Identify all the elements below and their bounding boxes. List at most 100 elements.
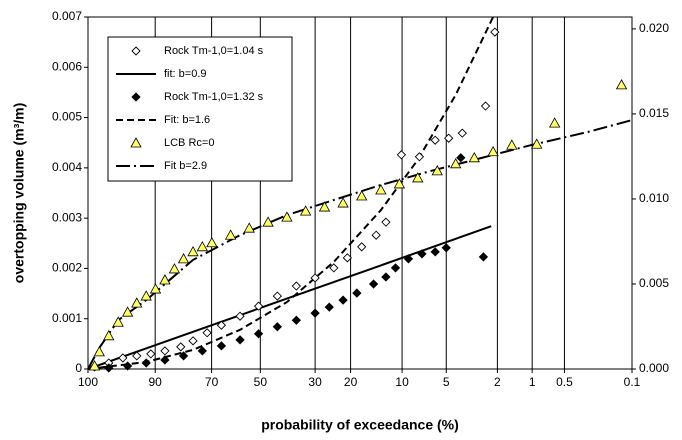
data-point	[93, 346, 106, 357]
data-point	[338, 295, 348, 305]
data-point	[177, 253, 190, 264]
y2-tick-label: 0.020	[639, 21, 669, 35]
x-tick-label: 30	[308, 375, 322, 389]
data-point	[468, 151, 480, 163]
data-point	[176, 342, 186, 352]
data-point	[480, 101, 491, 111]
data-point	[187, 246, 199, 257]
data-point	[118, 353, 128, 363]
x-tick-label: 1	[529, 375, 536, 389]
y-tick-label: 0.007	[52, 9, 82, 23]
y2-tick-label: 0.010	[639, 191, 669, 205]
legend-label: Fit b=2.9	[164, 160, 207, 172]
data-point	[121, 306, 134, 317]
data-point	[431, 165, 443, 176]
legend-label: fit: b=0.9	[164, 68, 207, 80]
legend-label: Rock Tm-1,0=1.32 s	[164, 91, 264, 103]
data-point	[216, 320, 227, 330]
data-point	[88, 360, 101, 371]
y2-tick-label: 0.005	[639, 276, 669, 290]
x-tick-label: 20	[344, 375, 358, 389]
data-point	[417, 249, 427, 259]
data-point	[272, 322, 283, 332]
y-axis-title: overtopping volume (m³/m)	[11, 103, 27, 283]
data-point	[381, 272, 391, 282]
data-point	[381, 217, 391, 227]
data-point	[450, 158, 462, 169]
data-point	[253, 329, 264, 339]
data-point	[132, 351, 142, 361]
data-point	[414, 152, 425, 162]
data-point	[441, 243, 451, 253]
data-point	[531, 138, 543, 149]
fit-line	[87, 119, 633, 370]
legend-marker	[131, 46, 141, 56]
data-point	[104, 363, 114, 373]
x-tick-label: 0.1	[624, 375, 641, 389]
fit-line	[87, 16, 495, 370]
x-tick-label: 50	[254, 375, 268, 389]
data-point	[324, 302, 334, 312]
data-point	[456, 153, 466, 163]
data-point	[403, 254, 414, 264]
y-tick-label: 0	[75, 361, 82, 375]
y-tick-label: 0.006	[52, 59, 82, 73]
data-point	[457, 128, 467, 138]
legend-label: LCB Rc=0	[164, 137, 214, 149]
legend-marker	[130, 137, 142, 148]
data-point	[329, 263, 339, 273]
y-tick-label: 0.005	[52, 110, 82, 124]
plot-frame	[87, 16, 633, 370]
data-point	[281, 211, 293, 222]
data-point	[253, 301, 264, 311]
data-point	[103, 329, 115, 341]
data-point	[487, 145, 499, 157]
data-point	[243, 222, 255, 233]
data-point	[299, 205, 312, 216]
data-point	[140, 290, 152, 301]
x-tick-label: 70	[205, 375, 219, 389]
legend-box	[107, 36, 293, 182]
x-tick-label: 90	[149, 375, 163, 389]
data-point	[112, 316, 124, 327]
data-point	[196, 240, 209, 252]
data-point	[430, 135, 440, 145]
data-point	[197, 346, 207, 356]
data-point	[390, 263, 401, 273]
data-point	[149, 283, 162, 294]
data-point	[548, 117, 561, 128]
data-point	[159, 274, 171, 285]
data-point	[235, 311, 245, 321]
data-point	[310, 308, 320, 318]
x-tick-label: 2	[494, 375, 501, 389]
data-point	[168, 263, 181, 274]
fit-line	[87, 225, 492, 370]
data-point	[224, 229, 237, 240]
data-point	[178, 351, 189, 361]
data-point	[131, 297, 143, 308]
x-tick-label: 10	[395, 375, 409, 389]
data-point	[310, 273, 320, 283]
data-point	[412, 172, 424, 183]
data-point	[262, 216, 274, 227]
data-point	[272, 291, 283, 301]
y2-tick-label: 0.000	[639, 361, 669, 375]
data-point	[490, 27, 500, 37]
data-point	[375, 184, 387, 195]
y-tick-label: 0.004	[52, 160, 82, 174]
data-point	[506, 139, 518, 150]
x-tick-label: 5	[443, 375, 450, 389]
y-tick-label: 0.001	[52, 311, 82, 325]
data-point	[615, 79, 628, 90]
data-point	[160, 355, 170, 365]
data-point	[478, 252, 489, 262]
data-point	[122, 361, 133, 371]
y-tick-label: 0.002	[52, 261, 82, 275]
data-point	[146, 349, 156, 359]
data-point	[291, 315, 301, 325]
data-point	[206, 236, 218, 248]
data-point	[444, 133, 454, 143]
data-point	[337, 197, 349, 208]
data-point	[291, 281, 301, 291]
